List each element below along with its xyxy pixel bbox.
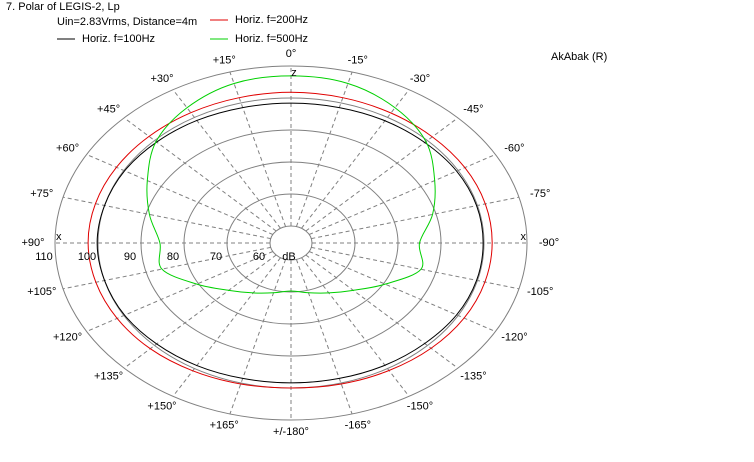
theta-tick-label: +165° — [210, 419, 239, 431]
theta-tick-label: -15° — [348, 54, 368, 66]
theta-tick-label: -135° — [460, 371, 486, 383]
theta-tick-label: +105° — [27, 286, 56, 298]
grid — [54, 65, 528, 421]
legend-label: Horiz. f=200Hz — [235, 14, 308, 26]
theta-tick-label: -45° — [463, 103, 483, 115]
chart-subtitle: Uin=2.83Vrms, Distance=4m — [57, 16, 197, 28]
spoke — [229, 259, 287, 415]
theta-tick-label: -60° — [504, 142, 524, 154]
theta-tick-label: -120° — [501, 331, 527, 343]
theta-tick-label: -75° — [530, 188, 550, 200]
watermark: AkAbak (R) — [551, 51, 607, 63]
plot-area — [87, 75, 493, 389]
spoke — [295, 259, 353, 415]
theta-tick-label: 0° — [286, 48, 297, 60]
theta-tick-label: +/-180° — [273, 426, 309, 438]
r-unit-label: dB — [282, 251, 295, 263]
theta-tick-label: -105° — [527, 286, 553, 298]
spoke — [308, 251, 496, 332]
r-tick-label: 70 — [210, 251, 222, 263]
r-tick-label: 110 — [35, 251, 53, 263]
series-line — [87, 91, 493, 389]
spoke — [172, 257, 281, 397]
theta-tick-label: -150° — [407, 401, 433, 413]
theta-tick-label: +135° — [94, 371, 123, 383]
spoke — [301, 257, 410, 397]
theta-tick-label: -165° — [345, 419, 371, 431]
theta-tick-label: -90° — [539, 237, 559, 249]
spoke — [308, 154, 496, 235]
theta-tick-label: +150° — [147, 401, 176, 413]
spoke — [62, 246, 271, 290]
spoke — [295, 71, 353, 227]
theta-tick-label: +90° — [21, 237, 44, 249]
theta-tick-label: +30° — [150, 73, 173, 85]
r-tick-label: 90 — [124, 251, 136, 263]
spoke — [229, 71, 287, 227]
spoke — [86, 154, 274, 235]
spoke — [62, 196, 271, 240]
series-line — [146, 75, 436, 294]
theta-tick-label: -30° — [410, 73, 430, 85]
grid-ring — [183, 161, 399, 325]
spoke — [123, 254, 277, 369]
legend-label: Horiz. f=500Hz — [235, 33, 308, 45]
spoke — [305, 254, 459, 369]
grid-ring — [54, 65, 528, 421]
spoke — [301, 89, 410, 229]
axis-label: z — [291, 67, 297, 79]
spoke — [172, 89, 281, 229]
theta-tick-label: +75° — [30, 188, 53, 200]
axis-label: x — [56, 231, 62, 243]
spoke — [86, 251, 274, 332]
theta-tick-label: +45° — [97, 103, 120, 115]
spoke — [311, 196, 520, 240]
axis-label: x — [521, 231, 527, 243]
chart-title: 7. Polar of LEGIS-2, Lp — [6, 1, 120, 13]
legend-label: Horiz. f=100Hz — [82, 33, 155, 45]
spoke — [311, 246, 520, 290]
series-line — [96, 102, 484, 384]
theta-tick-label: +60° — [56, 142, 79, 154]
r-tick-label: 80 — [167, 251, 179, 263]
r-tick-label: 60 — [253, 251, 265, 263]
theta-tick-label: +15° — [213, 54, 236, 66]
theta-tick-label: +120° — [53, 331, 82, 343]
r-tick-label: 100 — [78, 251, 96, 263]
